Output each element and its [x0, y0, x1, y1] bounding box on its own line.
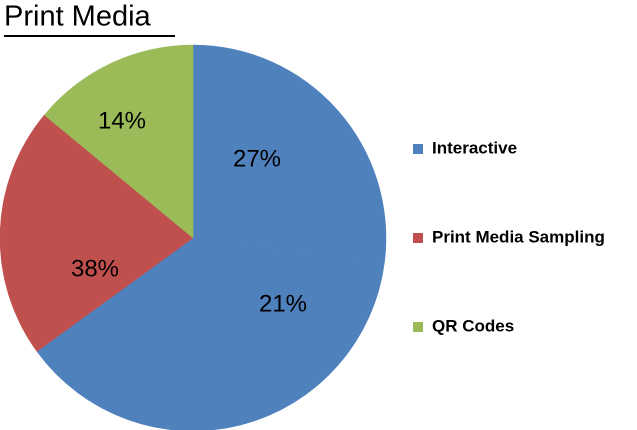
pie-slice — [36, 237, 385, 430]
pie-slice — [192, 44, 387, 263]
legend-label: Interactive — [432, 138, 517, 157]
legend-label: QR Codes — [432, 316, 514, 335]
legend-swatch — [413, 144, 423, 154]
data-label: 14% — [98, 107, 146, 134]
chart-title: Print Media — [4, 1, 152, 33]
pie-slice — [0, 114, 194, 352]
legend-label: Print Media Sampling — [432, 227, 605, 246]
pie-slice — [43, 44, 194, 239]
data-label: 38% — [71, 255, 119, 282]
legend-swatch — [413, 322, 423, 332]
data-label: 21% — [259, 290, 307, 317]
data-label: 27% — [233, 145, 281, 172]
legend-swatch — [413, 233, 423, 243]
